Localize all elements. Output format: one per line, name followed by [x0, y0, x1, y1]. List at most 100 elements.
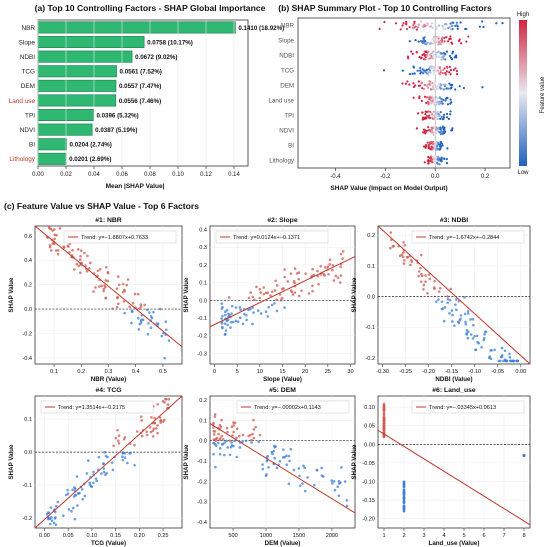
subplot-point: [74, 493, 77, 497]
subplot-point: [274, 279, 277, 283]
subplot-point: [214, 465, 217, 469]
panel-b-feature-label: Slope: [278, 38, 294, 45]
subplot-point: [382, 413, 386, 417]
subplot-point: [130, 321, 133, 325]
subplot-point: [464, 320, 467, 324]
panel-b-point: [425, 129, 428, 132]
subplot-xtick-label: -0.25: [399, 369, 412, 375]
panel-b-point: [444, 130, 447, 133]
subplot-point: [160, 334, 163, 338]
subplot-point: [402, 481, 406, 485]
subplot-point: [123, 456, 127, 459]
subplot-point: [482, 338, 486, 342]
subplot-point: [86, 254, 89, 258]
subplot-point: [121, 455, 124, 459]
subplot-point: [330, 482, 334, 485]
subplot-xtick-label: 0.10: [86, 533, 97, 539]
panel-b-point: [449, 73, 452, 76]
subplot-point: [227, 312, 230, 316]
subplot-point: [334, 274, 338, 278]
subplot-point: [86, 459, 90, 462]
panel-b-point: [422, 128, 426, 131]
subplot-point: [290, 289, 293, 292]
subplot-trend-line: [34, 225, 183, 348]
subplot-xtick-label: 8: [522, 533, 525, 539]
panel-b-point: [423, 36, 426, 39]
panel-b-point: [449, 87, 452, 90]
panel-b-point: [442, 128, 445, 131]
panel-b-point: [442, 116, 445, 119]
subplot-point: [433, 287, 436, 290]
panel-b-point: [424, 58, 427, 61]
subplot-point: [311, 284, 314, 288]
subplot-ytick-label: 0.6: [24, 234, 32, 240]
panel-b-point: [429, 155, 433, 158]
subplot-point: [148, 426, 152, 429]
panel-b-point: [431, 37, 434, 41]
subplot-point: [266, 454, 270, 458]
subplot-point: [422, 283, 426, 287]
subplot-points: [45, 398, 171, 526]
panel-b-point: [444, 36, 448, 39]
subplot-point: [128, 305, 132, 309]
subplot-point: [417, 274, 420, 278]
panel-b-point: [438, 131, 441, 134]
panel-b-point: [423, 161, 426, 164]
subplot-xtick-label: -0.15: [445, 369, 458, 375]
subplot-point: [391, 245, 395, 248]
subplot-point: [317, 283, 320, 286]
subplot-point: [76, 504, 79, 507]
panel-b-point: [441, 41, 444, 44]
subplot-point: [223, 322, 227, 325]
subplot-point: [56, 252, 60, 256]
subplot-point: [451, 313, 454, 317]
subplot-xlabel: Land_use (Value): [429, 540, 480, 547]
subplot-frame: [377, 395, 531, 529]
subplot-point: [249, 291, 252, 294]
panel-b-point: [427, 110, 430, 113]
subplot-ytick-label: 0.1: [24, 417, 32, 423]
subplot-legend-box: [236, 400, 350, 414]
panel-b-point: [448, 65, 451, 69]
subplot-point: [221, 438, 225, 441]
subplot-point: [53, 233, 57, 237]
panel-b-point: [434, 66, 437, 69]
panel-b-point: [429, 142, 432, 145]
subplot-point: [469, 318, 472, 321]
subplot-point: [306, 476, 309, 479]
panel-a-bar: [37, 65, 117, 78]
subplot-point: [159, 418, 163, 422]
subplot-point: [405, 256, 409, 259]
subplot-point: [103, 451, 107, 454]
subplot-point: [493, 348, 496, 352]
subplot-point: [164, 328, 168, 332]
subplot-point: [164, 320, 168, 323]
panel-b-point: [418, 55, 421, 59]
subplot-point: [153, 416, 156, 420]
subplot-point: [500, 355, 504, 359]
panel-b-point: [431, 53, 434, 56]
panel-b-point: [450, 28, 453, 31]
panel-b-point: [455, 70, 458, 73]
panel-b-point: [420, 81, 423, 85]
panel-b-point: [439, 83, 442, 86]
subplot-point: [338, 281, 342, 284]
panel-b-point: [427, 147, 431, 150]
panel-b-point: [429, 129, 432, 132]
subplot-ytick-label: -0.2: [22, 516, 32, 522]
subplot-xtick-label: -0.20: [422, 369, 435, 375]
subplot-point: [87, 267, 91, 270]
subplot-point: [252, 428, 256, 431]
subplot-point: [302, 464, 305, 468]
subplot-point: [316, 269, 319, 273]
panel-b-point: [417, 23, 420, 26]
subplot-point: [231, 434, 234, 437]
subplot-point: [339, 481, 342, 485]
subplot-point: [280, 296, 284, 300]
panel-b-point: [433, 72, 436, 75]
subplot-point: [138, 307, 141, 310]
panel-b-point: [412, 66, 415, 69]
subplot-point: [53, 517, 57, 520]
subplot-point: [48, 522, 52, 526]
